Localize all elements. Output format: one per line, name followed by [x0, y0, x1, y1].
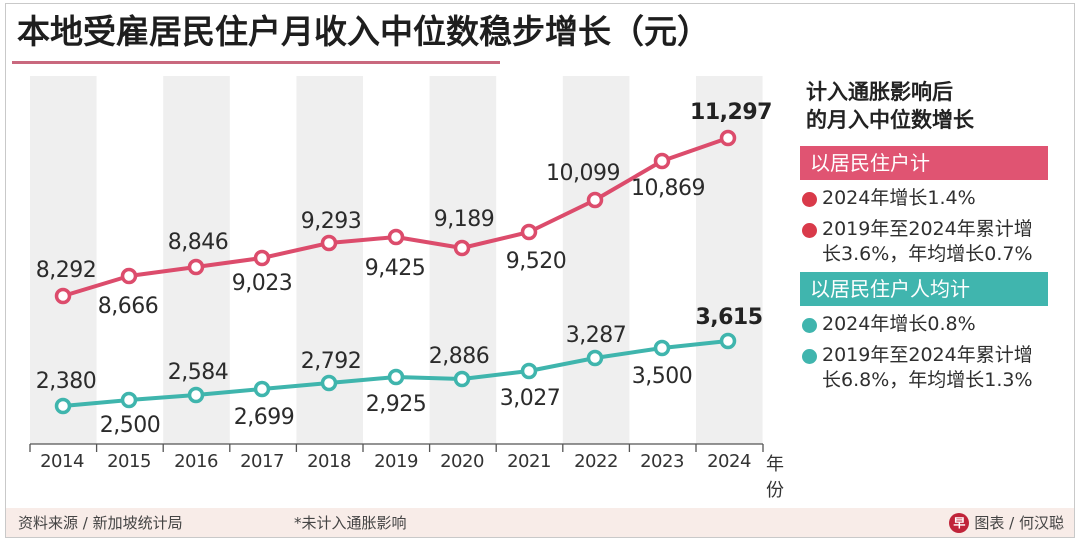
value-label-percapita-2014: 2,380 [35, 369, 97, 394]
household-bullet-2: 2019年至2024年累计增长3.6%，年均增长0.7% [800, 217, 1044, 267]
x-tick-2014: 2014 [40, 451, 84, 472]
household-bullet-1: 2024年增长1.4% [800, 186, 1050, 211]
value-label-percapita-2020: 2,886 [428, 344, 490, 369]
value-label-percapita-2016: 2,584 [167, 360, 229, 385]
bullet-text: 2019年至2024年累计增长3.6%，年均增长0.7% [822, 218, 1033, 265]
value-label-household-2021: 9,520 [505, 249, 567, 274]
value-label-household-2015: 8,666 [97, 294, 159, 319]
red-dot-icon [802, 192, 817, 207]
bullet-text: 2024年增长0.8% [822, 313, 976, 335]
x-tick-2022: 2022 [574, 451, 618, 472]
title-underline [12, 61, 500, 64]
chart-svg [29, 76, 764, 452]
x-axis-unit-label: 年份 [766, 454, 784, 501]
value-label-household-2020: 9,189 [433, 207, 495, 232]
teal-dot-icon [802, 318, 817, 333]
footer: 资料来源 / 新加坡统计局 *未计入通胀影响 早 图表 / 何汉聪 [6, 508, 1074, 537]
value-label-percapita-2017: 2,699 [233, 405, 295, 430]
line-chart: 8,292 8,666 8,846 9,023 9,293 9,425 9,18… [29, 76, 784, 501]
bullet-text: 2019年至2024年累计增长6.8%，年均增长1.3% [822, 344, 1033, 391]
value-label-household-2014: 8,292 [35, 258, 97, 283]
x-tick-2024: 2024 [707, 451, 751, 472]
x-tick-2021: 2021 [507, 451, 551, 472]
per-capita-bullet-2: 2019年至2024年累计增长6.8%，年均增长1.3% [800, 343, 1044, 393]
x-axis [29, 443, 764, 452]
value-label-percapita-2021: 3,027 [499, 386, 561, 411]
value-label-household-2018: 9,293 [300, 209, 362, 234]
x-tick-2023: 2023 [640, 451, 684, 472]
value-label-household-2016: 8,846 [167, 230, 229, 255]
zaobao-logo-icon: 早 [949, 512, 970, 533]
sidebar-title-line1: 计入通胀影响后 [806, 80, 953, 104]
x-tick-2017: 2017 [240, 451, 284, 472]
red-dot-icon [802, 223, 817, 238]
value-label-percapita-2015: 2,500 [99, 413, 161, 438]
value-label-percapita-2023: 3,500 [631, 364, 693, 389]
x-tick-2019: 2019 [374, 451, 418, 472]
teal-dot-icon [802, 349, 817, 364]
series-per-capita [54, 332, 737, 415]
x-tick-2015: 2015 [107, 451, 151, 472]
credit: 早 图表 / 何汉聪 [949, 512, 1064, 533]
inflation-note: *未计入通胀影响 [294, 514, 407, 532]
x-tick-2016: 2016 [174, 451, 218, 472]
series-household [54, 129, 737, 305]
value-label-household-2017: 9,023 [231, 271, 293, 296]
per-capita-header: 以居民住户人均计 [800, 272, 1048, 306]
value-label-household-2019: 9,425 [364, 256, 426, 281]
value-label-percapita-2019: 2,925 [365, 392, 427, 417]
growth-sidebar: 计入通胀影响后 的月入中位数增长 以居民住户计 2024年增长1.4% 2019… [800, 78, 1050, 393]
bullet-text: 2024年增长1.4% [822, 187, 976, 209]
credit-text: 图表 / 何汉聪 [974, 514, 1064, 532]
column-bands [30, 76, 763, 444]
per-capita-bullet-1: 2024年增长0.8% [800, 312, 1050, 337]
value-label-household-2024: 11,297 [690, 100, 772, 125]
household-header: 以居民住户计 [800, 146, 1048, 180]
value-label-percapita-2018: 2,792 [300, 349, 362, 374]
value-label-household-2023: 10,869 [631, 176, 705, 201]
value-label-percapita-2024: 3,615 [695, 305, 763, 330]
sidebar-title-line2: 的月入中位数增长 [806, 108, 974, 132]
value-label-household-2022: 10,099 [546, 161, 620, 186]
value-label-percapita-2022: 3,287 [565, 323, 627, 348]
x-tick-2020: 2020 [440, 451, 484, 472]
chart-title: 本地受雇居民住户月收入中位数稳步增长（元） [17, 12, 710, 51]
x-tick-2018: 2018 [307, 451, 351, 472]
source-note: 资料来源 / 新加坡统计局 [18, 514, 183, 532]
